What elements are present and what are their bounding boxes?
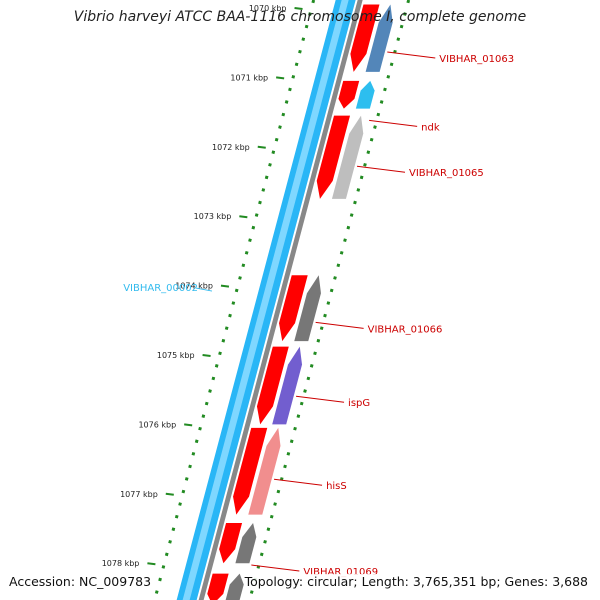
cds-reverse-arrow: [235, 522, 257, 564]
feature-leader-line: [195, 287, 213, 292]
gene-label: ndk: [421, 122, 440, 133]
tick-label: 1073 kbp: [194, 212, 232, 221]
topology-label: Topology: circular; Length: 3,765,351 bp…: [244, 574, 588, 589]
gene-label: VIBHAR_01066: [368, 324, 443, 335]
tick-label: 1075 kbp: [157, 351, 195, 360]
backbone-blue-highlight: [182, 0, 349, 600]
tick-mark: [220, 284, 230, 288]
cds-forward-arrow: [279, 275, 308, 342]
cds-reverse-arrow: [248, 427, 281, 515]
tick-mark: [184, 423, 193, 427]
tick-label: 1072 kbp: [212, 143, 250, 152]
cds-forward-arrow: [207, 573, 229, 600]
gene-leader-line: [369, 119, 418, 127]
gene-label: VIBHAR_01063: [439, 54, 514, 65]
tick-mark: [165, 492, 174, 496]
gene-leader-line: [274, 478, 323, 486]
cds-reverse-arrow: [365, 4, 393, 72]
gene-leader-line: [251, 564, 300, 572]
cds-reverse-arrow: [294, 275, 321, 342]
gene-label: ispG: [348, 398, 370, 409]
tick-mark: [276, 76, 285, 80]
cds-forward-arrow: [350, 4, 380, 72]
tick-mark: [147, 562, 156, 566]
cds-reverse-arrow: [331, 115, 364, 199]
accession-label: Accession: NC_009783: [9, 574, 152, 589]
gene-leader-line: [296, 395, 345, 403]
tick-label: 1071 kbp: [230, 73, 268, 82]
gene-leader-line: [387, 51, 436, 59]
tick-mark: [202, 354, 211, 357]
tick-label: 1070 kbp: [249, 4, 287, 13]
tick-label: 1077 kbp: [120, 490, 158, 499]
gene-label: VIBHAR_01065: [409, 168, 484, 179]
tick-mark: [294, 7, 303, 10]
cds-reverse-arrow: [225, 573, 244, 600]
map-title: Vibrio harveyi ATCC BAA-1116 chromosome …: [73, 9, 527, 25]
feature-label: VIBHAR_00002: [123, 283, 198, 294]
tick-label: 1074 kbp: [175, 282, 213, 291]
tick-label: 1078 kbp: [102, 559, 140, 568]
tick-mark: [257, 145, 266, 149]
cds-reverse-arrow: [272, 346, 303, 425]
tick-label: 1076 kbp: [138, 420, 176, 429]
gene-leader-line: [356, 165, 406, 173]
cds-forward-arrow: [316, 115, 351, 199]
cds-forward-arrow: [256, 346, 289, 425]
gene-label: VIBHAR_01069: [303, 567, 378, 578]
cds-forward-arrow: [219, 522, 243, 564]
backbone-gray-track: [198, 0, 363, 600]
gene-label: hisS: [326, 481, 347, 492]
cds-reverse-arrow: [355, 80, 375, 109]
tick-mark: [239, 215, 248, 219]
gene-leader-line: [315, 321, 364, 329]
cds-forward-arrow: [338, 80, 360, 109]
cds-forward-arrow: [233, 427, 268, 515]
